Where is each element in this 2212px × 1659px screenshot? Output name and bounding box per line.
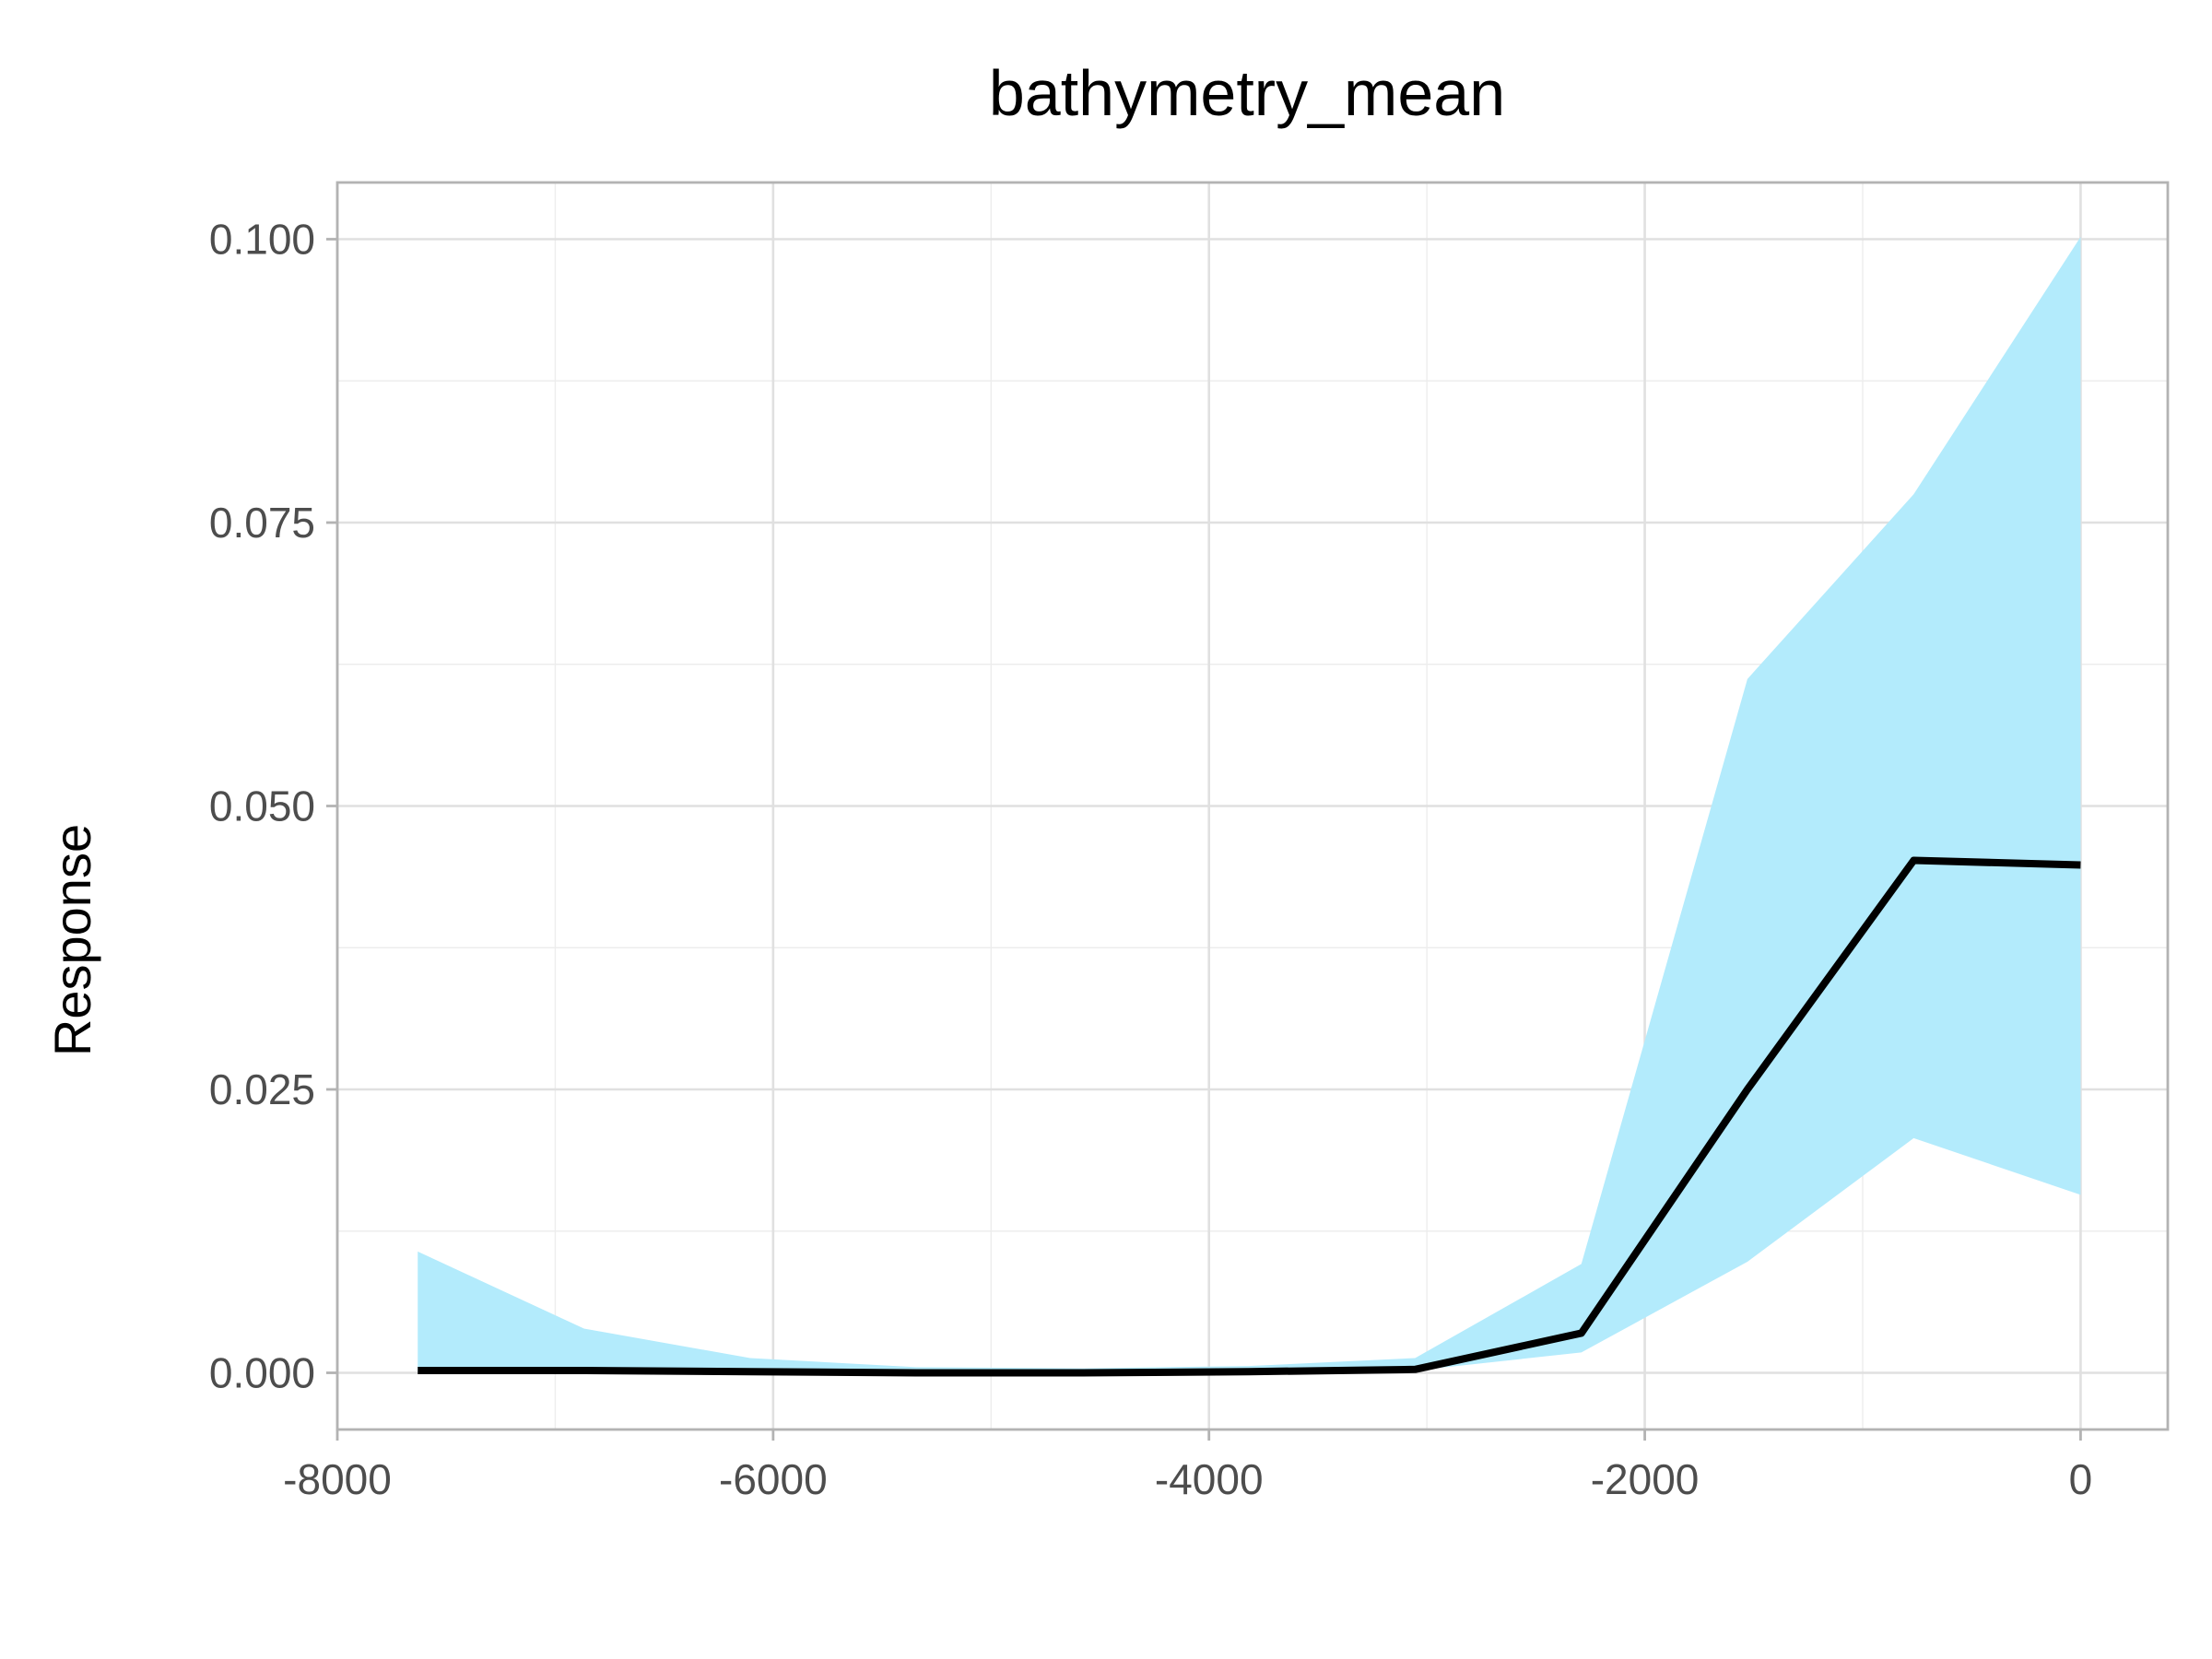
x-axis: -8000 -6000 -4000 -2000 0 bbox=[283, 1430, 2092, 1503]
response-line bbox=[418, 856, 2081, 1377]
confidence-band bbox=[418, 237, 2081, 1373]
y-tick-label: 0.050 bbox=[209, 782, 315, 830]
y-tick-label: 0.000 bbox=[209, 1349, 315, 1397]
x-tick-label: -2000 bbox=[1591, 1455, 1700, 1503]
chart-title: bathymetry_mean bbox=[989, 57, 1505, 129]
x-tick-label: -6000 bbox=[719, 1455, 828, 1503]
minor-gridlines bbox=[337, 182, 2168, 1430]
y-tick-label: 0.025 bbox=[209, 1065, 315, 1113]
response-line-layer bbox=[418, 856, 2081, 1377]
x-tick-label: -8000 bbox=[283, 1455, 392, 1503]
y-axis: 0.000 0.025 0.050 0.075 0.100 bbox=[209, 216, 337, 1397]
x-tick-label: 0 bbox=[2069, 1455, 2093, 1503]
x-tick-label: -4000 bbox=[1155, 1455, 1264, 1503]
y-axis-title: Response bbox=[43, 824, 101, 1056]
y-tick-label: 0.100 bbox=[209, 216, 315, 264]
y-tick-label: 0.075 bbox=[209, 499, 315, 547]
confidence-band-layer bbox=[418, 237, 2081, 1373]
